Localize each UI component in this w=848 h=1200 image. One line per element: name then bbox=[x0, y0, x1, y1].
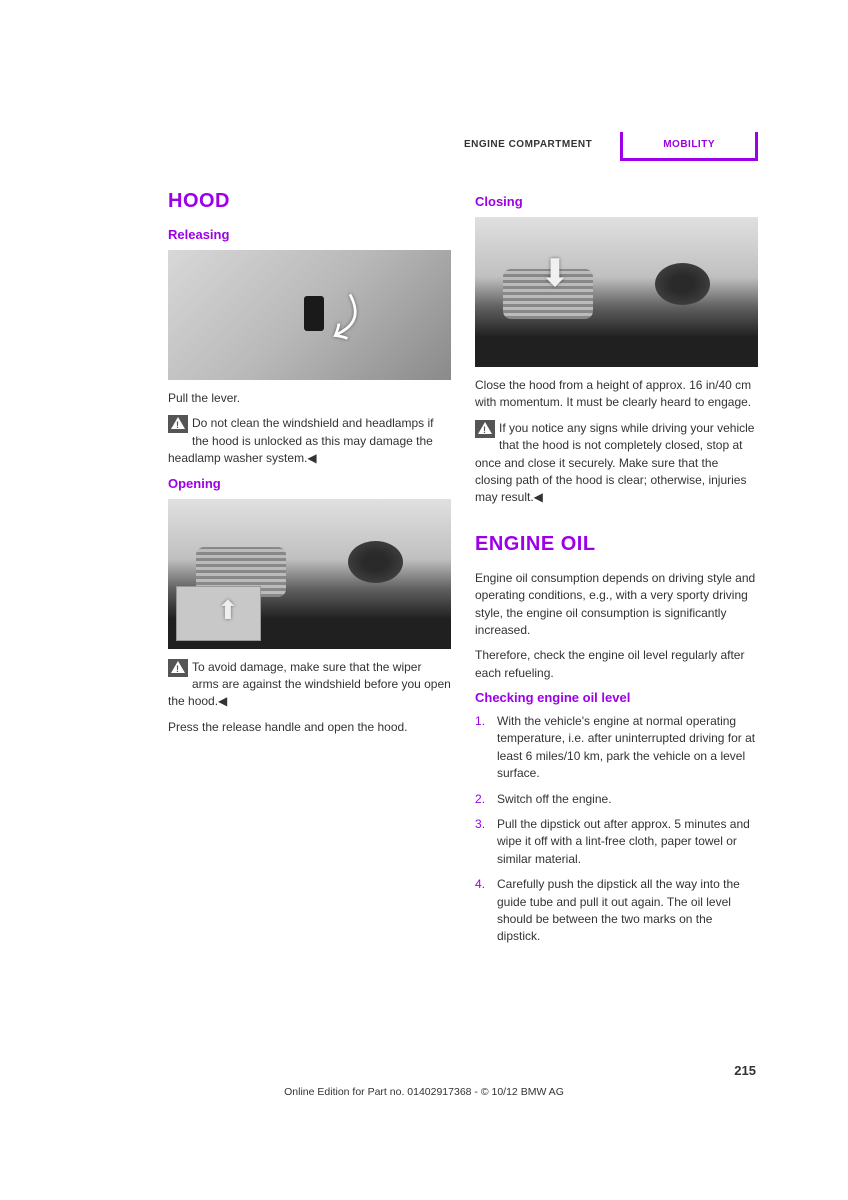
releasing-heading: Releasing bbox=[168, 227, 451, 242]
opening-warning: To avoid damage, make sure that the wipe… bbox=[168, 659, 451, 711]
mobility-tab: MOBILITY bbox=[620, 132, 758, 161]
warning-icon bbox=[475, 420, 495, 438]
footer-text: Online Edition for Part no. 01402917368 … bbox=[284, 1086, 564, 1098]
releasing-warning-text: Do not clean the windshield and headlamp… bbox=[168, 416, 434, 465]
page-number: 215 bbox=[734, 1063, 756, 1078]
closing-text: Close the hood from a height of approx. … bbox=[475, 377, 758, 412]
opening-text: Press the release handle and open the ho… bbox=[168, 719, 451, 736]
list-item: With the vehicle's engine at normal oper… bbox=[475, 713, 758, 783]
headlight-graphic bbox=[348, 541, 403, 583]
inset-graphic: ⬆ bbox=[176, 586, 261, 641]
closing-warning: If you notice any signs while driving yo… bbox=[475, 420, 758, 507]
left-column: HOOD Releasing ⤵ Pull the lever. Do not … bbox=[168, 190, 451, 954]
hood-heading: HOOD bbox=[168, 190, 451, 213]
headlight-graphic bbox=[655, 263, 710, 305]
opening-heading: Opening bbox=[168, 476, 451, 491]
releasing-figure: ⤵ bbox=[168, 250, 451, 380]
content-columns: HOOD Releasing ⤵ Pull the lever. Do not … bbox=[168, 190, 758, 954]
closing-warning-text: If you notice any signs while driving yo… bbox=[475, 421, 754, 505]
list-item: Switch off the engine. bbox=[475, 791, 758, 808]
opening-figure: ⬆ bbox=[168, 499, 451, 649]
section-label: ENGINE COMPARTMENT bbox=[464, 139, 592, 150]
engine-oil-p1: Engine oil consumption depends on drivin… bbox=[475, 570, 758, 640]
releasing-warning: Do not clean the windshield and headlamp… bbox=[168, 415, 451, 467]
warning-icon bbox=[168, 659, 188, 677]
arrow-down-icon: ⬇ bbox=[539, 251, 571, 296]
right-column: Closing ⬇ Close the hood from a height o… bbox=[475, 190, 758, 954]
warning-icon bbox=[168, 415, 188, 433]
tab-label: MOBILITY bbox=[663, 139, 715, 150]
page-header: ENGINE COMPARTMENT MOBILITY bbox=[168, 135, 758, 161]
arrow-up-icon: ⬆ bbox=[217, 595, 239, 626]
footer: Online Edition for Part no. 01402917368 … bbox=[0, 1082, 848, 1100]
closing-heading: Closing bbox=[475, 194, 758, 209]
engine-oil-p2: Therefore, check the engine oil level re… bbox=[475, 647, 758, 682]
checking-heading: Checking engine oil level bbox=[475, 690, 758, 705]
list-item: Carefully push the dipstick all the way … bbox=[475, 876, 758, 946]
releasing-caption: Pull the lever. bbox=[168, 390, 451, 407]
list-item: Pull the dipstick out after approx. 5 mi… bbox=[475, 816, 758, 868]
closing-figure: ⬇ bbox=[475, 217, 758, 367]
opening-warning-text: To avoid damage, make sure that the wipe… bbox=[168, 660, 451, 709]
checking-steps-list: With the vehicle's engine at normal oper… bbox=[475, 713, 758, 946]
engine-oil-heading: ENGINE OIL bbox=[475, 533, 758, 556]
